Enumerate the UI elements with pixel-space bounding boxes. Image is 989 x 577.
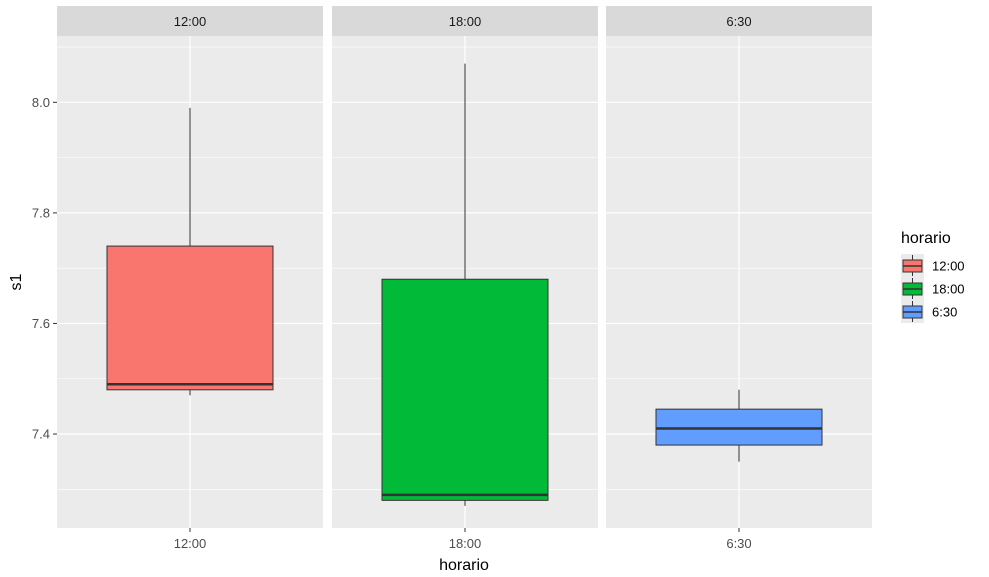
- x-axis-title: horario: [439, 557, 489, 574]
- x-tick-label: 18:00: [449, 536, 482, 551]
- box: [381, 278, 549, 501]
- y-tick-label: 7.8: [32, 205, 50, 220]
- facet-panel: 18:00 18:00: [332, 6, 598, 551]
- y-axis-ticks: 7.4 7.6 7.8 8.0: [32, 95, 57, 442]
- x-tick-label: 12:00: [174, 536, 207, 551]
- box: [106, 245, 274, 391]
- y-tick-label: 7.4: [32, 427, 50, 442]
- facet-panel: 12:00 12:00: [57, 6, 323, 551]
- y-axis-title: s1: [8, 273, 25, 290]
- legend-label: 6:30: [932, 305, 957, 320]
- y-tick-label: 8.0: [32, 95, 50, 110]
- box: [655, 408, 823, 446]
- legend: 12:00 18:00 6:30: [901, 254, 965, 323]
- facet-strip-label: 6:30: [726, 14, 751, 29]
- facet-panel: 6:30 6:30: [606, 6, 872, 551]
- facet-strip-label: 12:00: [174, 14, 207, 29]
- legend-label: 18:00: [932, 282, 965, 297]
- x-tick-label: 6:30: [726, 536, 751, 551]
- legend-key: 6:30: [902, 301, 957, 322]
- facet-strip-label: 18:00: [449, 14, 482, 29]
- legend-key: 12:00: [902, 255, 965, 276]
- y-tick-label: 7.6: [32, 316, 50, 331]
- facet-strip: [57, 6, 323, 36]
- facet-panels: 12:00 12:00 18:00 18:00 6:30 6:30: [57, 6, 872, 551]
- legend-label: 12:00: [932, 259, 965, 274]
- facet-strip: [606, 6, 872, 36]
- legend-key: 18:00: [902, 278, 965, 299]
- facet-strip: [332, 6, 598, 36]
- legend-title: horario: [901, 230, 951, 247]
